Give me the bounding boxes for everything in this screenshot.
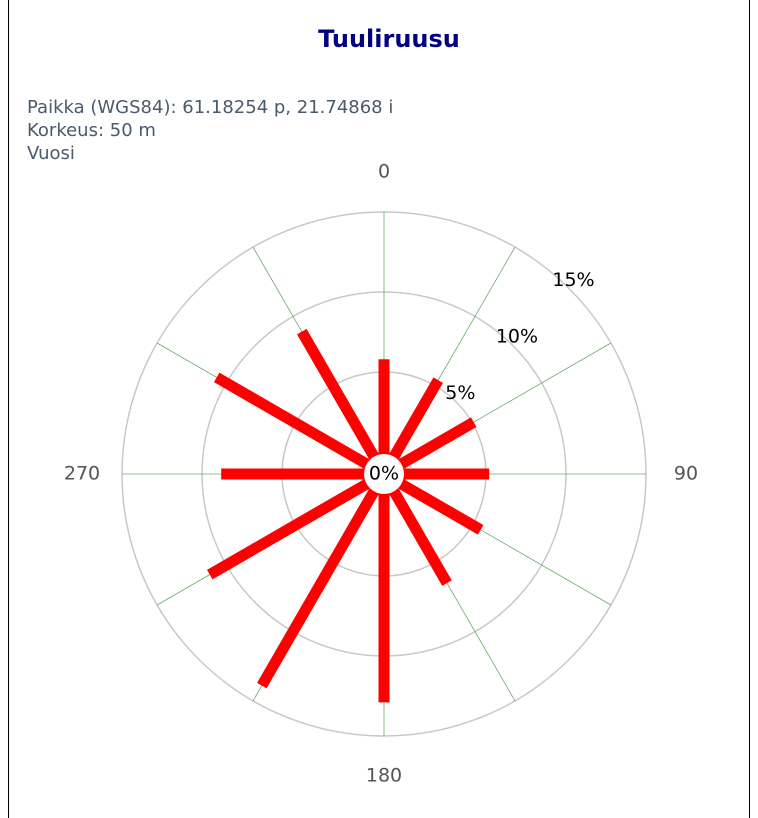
info-line: Paikka (WGS84): 61.18254 p, 21.74868 i: [27, 97, 393, 118]
bar: [207, 472, 382, 580]
ring-label: 0%: [369, 463, 399, 485]
frame: [8, 0, 750, 818]
bar: [257, 476, 386, 689]
center-disc: [364, 454, 404, 494]
angle-label: 270: [64, 463, 100, 485]
bar: [382, 476, 452, 586]
angle-label: 0: [378, 161, 390, 183]
info-line: Korkeus: 50 m: [27, 120, 156, 141]
ring-label: 10%: [496, 326, 538, 348]
angle-label: 90: [674, 463, 698, 485]
ring-label: 5%: [445, 382, 475, 404]
angle-label: 180: [366, 765, 402, 787]
ring-label: 15%: [552, 269, 594, 291]
info-line: Vuosi: [27, 143, 75, 164]
chart-title: Tuuliruusu: [318, 25, 460, 53]
bar: [213, 372, 382, 476]
bar: [297, 328, 386, 472]
bar: [386, 472, 484, 535]
bar: [386, 417, 477, 476]
bar: [382, 377, 443, 472]
